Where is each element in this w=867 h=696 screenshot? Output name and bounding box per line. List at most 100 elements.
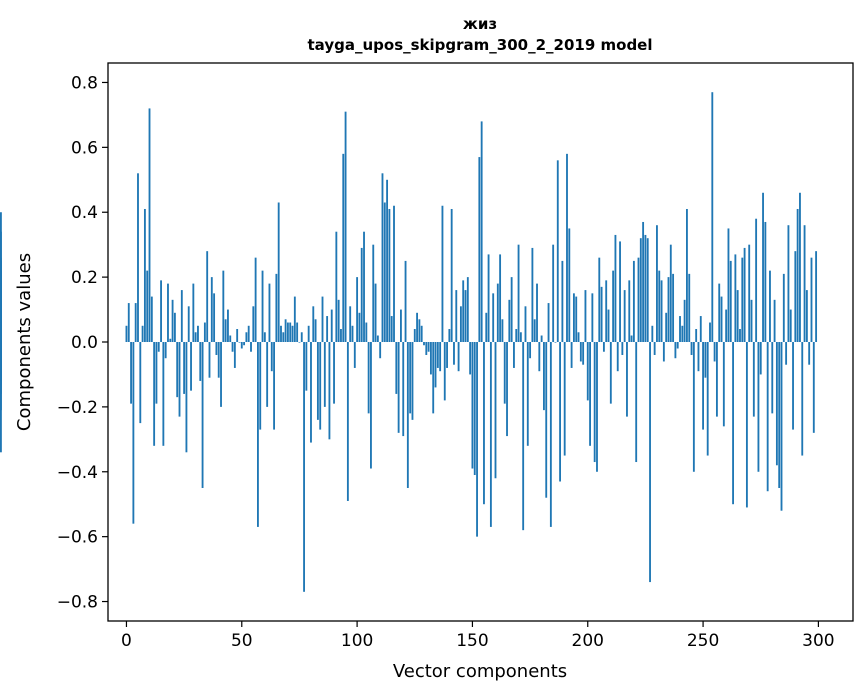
bar-281 — [773, 299, 776, 342]
bar-191 — [566, 153, 568, 342]
bar-124 — [411, 342, 414, 420]
bar-292 — [799, 192, 801, 342]
bar-247 — [695, 329, 698, 342]
bar-131 — [427, 342, 430, 352]
bar-154 — [480, 121, 483, 343]
bar-267 — [741, 257, 744, 342]
bar-20 — [171, 299, 174, 342]
bar-125 — [413, 329, 416, 342]
bar-17 — [164, 342, 167, 359]
bar-96 — [346, 342, 349, 501]
bar-145 — [459, 306, 462, 342]
bar-126 — [416, 312, 418, 342]
bar-6 — [139, 342, 142, 424]
bar-218 — [628, 280, 631, 342]
bar-212 — [614, 234, 617, 342]
bar-241 — [681, 325, 684, 342]
bar-208 — [605, 280, 608, 342]
bar-299 — [815, 251, 818, 342]
bar-75 — [298, 342, 301, 343]
bar-258 — [720, 296, 723, 342]
bar-214 — [619, 241, 621, 342]
bar-29 — [192, 283, 195, 342]
bar-240 — [679, 316, 681, 342]
bar-221 — [635, 342, 638, 463]
bar-257 — [718, 283, 721, 342]
bar-95 — [344, 111, 347, 342]
bar-31 — [197, 325, 199, 342]
bar-193 — [570, 342, 573, 368]
bar-156 — [485, 312, 488, 342]
bar-194 — [572, 293, 575, 342]
y-tick-label: 0.4 — [71, 203, 98, 223]
bar-85 — [321, 296, 324, 342]
bar-45 — [229, 335, 232, 342]
y-tick-label: −0.8 — [57, 593, 98, 613]
bar-115 — [390, 316, 393, 342]
bar-172 — [522, 342, 525, 531]
bar-44 — [227, 309, 229, 342]
bar-88 — [328, 342, 331, 440]
x-tick-label: 300 — [802, 631, 834, 651]
bar-264 — [734, 254, 737, 342]
bar-149 — [469, 342, 472, 375]
bar-129 — [423, 342, 425, 346]
bar-262 — [729, 260, 732, 342]
y-tick-label: 0.0 — [71, 333, 98, 353]
bar-77 — [303, 342, 305, 592]
bar-19 — [169, 338, 172, 342]
bar-79 — [307, 325, 310, 342]
bar-121 — [404, 260, 407, 342]
bar-27 — [187, 306, 190, 342]
bar-undefined — [0, 322, 2, 342]
bar-164 — [503, 342, 506, 404]
bar-112 — [383, 202, 386, 342]
bar-242 — [683, 299, 686, 342]
bar-171 — [519, 332, 522, 342]
bar-91 — [335, 231, 338, 342]
bar-159 — [492, 293, 495, 342]
bar-143 — [455, 290, 458, 342]
bar-134 — [434, 342, 437, 388]
bar-280 — [771, 342, 774, 414]
bar-11 — [150, 296, 153, 342]
bar-160 — [494, 342, 497, 479]
y-tick-label: 0.2 — [71, 268, 98, 288]
bar-217 — [626, 342, 628, 417]
bar-244 — [688, 273, 691, 342]
bar-279 — [769, 270, 771, 342]
bar-111 — [381, 173, 384, 342]
bar-7 — [141, 325, 144, 342]
bar-199 — [584, 290, 587, 342]
bar-234 — [665, 312, 668, 342]
bar-148 — [466, 277, 469, 342]
bar-53 — [247, 325, 250, 342]
bar-168 — [513, 342, 515, 368]
bar-4 — [134, 303, 137, 342]
bar-70 — [286, 322, 289, 342]
bar-63 — [270, 342, 273, 372]
bar-16 — [162, 342, 165, 446]
x-tick-label: 0 — [121, 631, 132, 651]
bar-181 — [543, 342, 545, 411]
bar-58 — [259, 342, 262, 430]
bar-169 — [515, 329, 518, 342]
bar-253 — [709, 322, 711, 342]
bar-239 — [676, 342, 679, 349]
bar-235 — [667, 277, 670, 342]
bar-113 — [386, 179, 389, 342]
bar-83 — [316, 342, 319, 420]
bar-243 — [686, 208, 688, 342]
bar-122 — [406, 342, 409, 488]
bar-252 — [706, 342, 709, 456]
bar-183 — [547, 303, 550, 342]
bar-98 — [351, 325, 354, 342]
bar-30 — [194, 332, 197, 342]
bar-114 — [388, 208, 391, 342]
bar-107 — [372, 244, 375, 342]
bar-205 — [598, 257, 601, 342]
bar-275 — [759, 342, 762, 375]
bar-82 — [314, 319, 317, 342]
bar-177 — [533, 319, 536, 342]
